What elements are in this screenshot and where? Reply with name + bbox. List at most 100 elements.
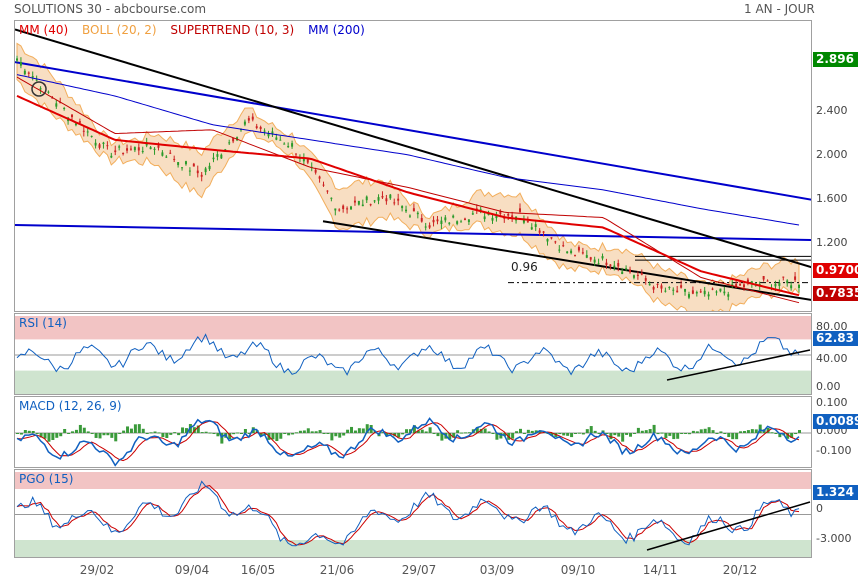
candle-body	[47, 91, 50, 93]
macd-histogram-bar	[794, 433, 798, 435]
price-last-badge: 0.9700	[813, 263, 860, 278]
macd-histogram-bar	[385, 433, 389, 437]
candle-body	[361, 204, 364, 207]
price-legend: MM (40) BOLL (20, 2) SUPERTREND (10, 3) …	[19, 23, 375, 37]
candle-body	[342, 205, 345, 210]
candle-body	[672, 289, 675, 291]
macd-histogram-bar	[770, 432, 774, 434]
candle-body	[452, 215, 455, 218]
candle-body	[597, 263, 600, 265]
macd-histogram-bar	[589, 426, 593, 433]
candle-body	[766, 280, 769, 282]
macd-histogram-bar	[577, 432, 581, 434]
candle-body	[746, 279, 749, 283]
macd-histogram-bar	[212, 433, 216, 434]
candle-body	[632, 275, 635, 278]
candle-body	[71, 114, 74, 118]
candle-body	[51, 97, 54, 99]
macd-histogram-bar	[585, 429, 589, 433]
candle-body	[295, 153, 298, 155]
candle-body	[644, 278, 647, 281]
macd-histogram-bar	[684, 433, 688, 434]
macd-histogram-bar	[192, 427, 196, 433]
candle-body	[243, 121, 246, 125]
rsi-tick-80: 80.00	[816, 320, 848, 333]
candle-body	[141, 151, 144, 153]
candle-body	[247, 118, 250, 121]
x-label-1: 09/04	[174, 563, 210, 577]
candle-body	[110, 155, 113, 158]
candle-body	[636, 274, 639, 276]
macd-histogram-bar	[322, 433, 326, 434]
macd-histogram-bar	[405, 429, 409, 433]
candle-body	[456, 221, 459, 224]
macd-histogram-bar	[491, 433, 495, 434]
price-tick-1200: 1.200	[816, 236, 848, 249]
candle-body	[19, 62, 22, 66]
macd-histogram-bar	[652, 424, 656, 433]
candle-body	[660, 285, 663, 289]
macd-histogram-bar	[196, 425, 200, 433]
macd-histogram-bar	[640, 430, 644, 433]
x-label-6: 09/10	[560, 563, 596, 577]
candle-body	[526, 221, 529, 223]
macd-histogram-bar	[778, 433, 782, 438]
macd-histogram-bar	[169, 433, 173, 435]
macd-histogram-bar	[16, 433, 19, 434]
trendline-lower-blue	[15, 224, 811, 242]
macd-histogram-bar	[703, 428, 707, 433]
macd-histogram-bar	[581, 433, 585, 435]
macd-histogram-bar	[110, 433, 114, 438]
macd-histogram-bar	[271, 433, 275, 440]
rsi-pane: RSI (14)	[14, 313, 812, 395]
macd-histogram-bar	[707, 427, 711, 433]
candle-body	[577, 247, 580, 251]
candle-body	[23, 70, 26, 75]
macd-histogram-bar	[479, 428, 483, 433]
candle-body	[306, 159, 309, 163]
macd-histogram-bar	[570, 433, 574, 438]
macd-histogram-bar	[487, 431, 491, 433]
candle-body	[318, 176, 321, 179]
macd-histogram-bar	[39, 433, 43, 438]
macd-histogram-bar	[330, 433, 334, 441]
trendline-lower-black	[322, 220, 811, 301]
macd-histogram-bar	[161, 433, 165, 438]
macd-histogram-bar	[699, 429, 703, 433]
macd-histogram-bar	[625, 433, 629, 435]
macd-histogram-bar	[511, 433, 515, 439]
candle-body	[122, 153, 125, 155]
macd-histogram-bar	[232, 433, 236, 435]
macd-histogram-bar	[774, 433, 778, 434]
candle-body	[184, 161, 187, 165]
candle-body	[790, 285, 793, 289]
candle-body	[228, 142, 231, 144]
macd-histogram-bar	[766, 427, 770, 433]
candle-body	[428, 225, 431, 228]
macd-histogram-bar	[538, 430, 542, 433]
mm40-line	[16, 94, 800, 297]
candle-body	[448, 222, 451, 224]
macd-histogram-bar	[742, 431, 746, 433]
candle-body	[707, 294, 710, 297]
macd-histogram-bar	[181, 427, 185, 433]
macd-histogram-bar	[51, 433, 55, 441]
macd-histogram-bar	[495, 433, 499, 440]
macd-histogram-bar	[35, 433, 39, 434]
candle-body	[574, 254, 577, 256]
candle-body	[617, 263, 620, 267]
pgo-chart-svg	[15, 472, 811, 557]
legend-boll: BOLL (20, 2)	[81, 23, 157, 37]
x-label-7: 14/11	[642, 563, 678, 577]
rsi-badge: 62.83	[813, 331, 858, 346]
macd-histogram-bar	[790, 433, 794, 438]
candle-body	[287, 146, 290, 148]
candle-body	[782, 276, 785, 278]
candle-body	[656, 283, 659, 285]
macd-histogram-bar	[137, 424, 141, 433]
macd-histogram-bar	[118, 433, 122, 434]
supertrend-badge: 0.7835	[813, 286, 860, 301]
candle-body	[479, 209, 482, 211]
macd-histogram-bar	[432, 433, 436, 434]
macd-histogram-bar	[302, 430, 306, 433]
